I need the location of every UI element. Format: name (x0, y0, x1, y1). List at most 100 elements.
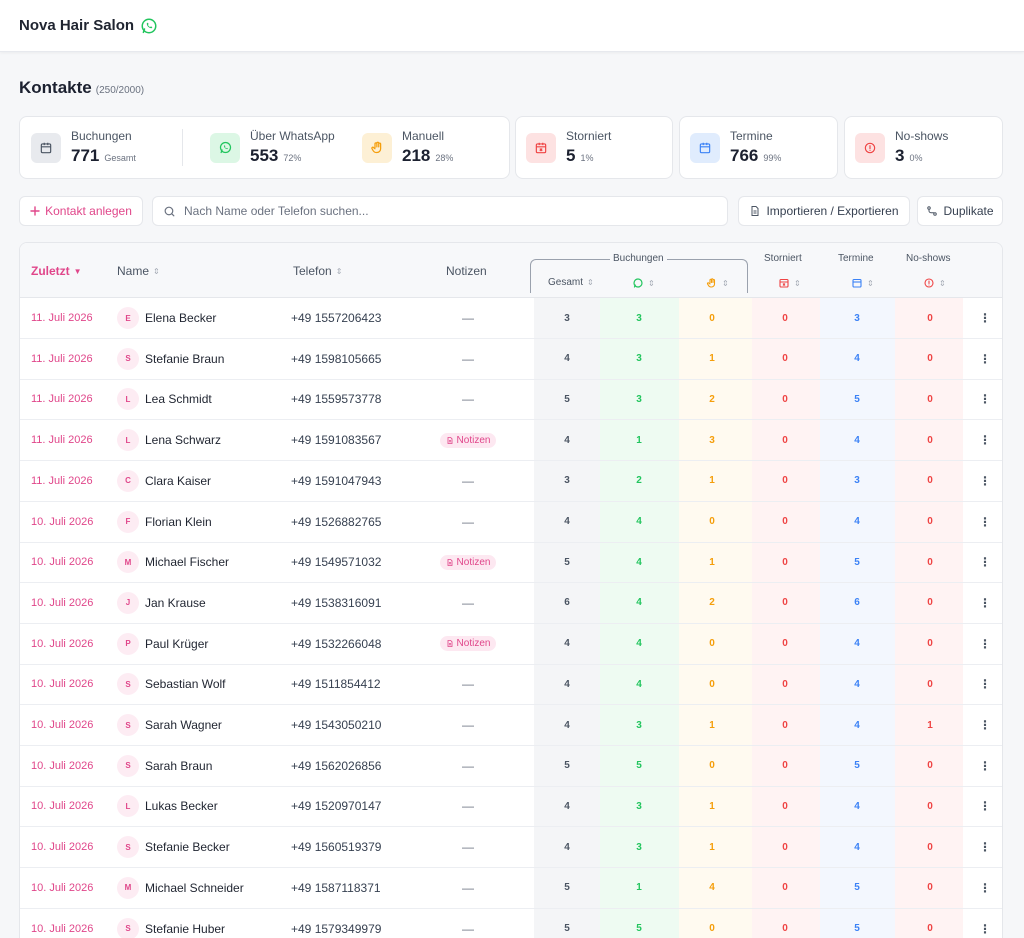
notes-cell: Notizen (420, 420, 516, 460)
avatar: M (117, 551, 139, 574)
contact-name[interactable]: Lea Schmidt (145, 392, 212, 407)
table-row[interactable]: 10. Juli 2026 S Sebastian Wolf +49 15118544… (20, 664, 1002, 706)
contact-name[interactable]: Florian Klein (145, 514, 212, 529)
contact-phone: +49 1557206423 (291, 311, 382, 325)
more-vertical-icon[interactable]: ⋮ (979, 799, 991, 814)
more-vertical-icon[interactable]: ⋮ (979, 595, 991, 610)
contact-name[interactable]: Stefanie Huber (145, 921, 226, 936)
avatar: S (117, 917, 139, 938)
contact-name[interactable]: Elena Becker (145, 311, 217, 325)
add-contact-button[interactable]: Kontakt anlegen (19, 196, 143, 226)
table-row[interactable]: 10. Juli 2026 S Stefanie Huber +49 15793499… (20, 909, 1002, 938)
header-telefon[interactable]: Telefon ⇕ (293, 264, 342, 278)
contact-name[interactable]: Sebastian Wolf (145, 677, 226, 692)
count-gesamt: 3 (564, 475, 570, 487)
table-row[interactable]: 10. Juli 2026 M Michael Schneider +49 15871… (20, 868, 1002, 909)
count-termine: 5 (854, 760, 860, 772)
notes-badge[interactable]: Notizen (439, 554, 497, 570)
table-row[interactable]: 10. Juli 2026 L Lukas Becker +49 1520970147… (20, 786, 1002, 828)
table-row[interactable]: 10. Juli 2026 J Jan Krause +49 1538316091 — 6… (20, 583, 1002, 624)
count-manuell: 0 (709, 312, 715, 324)
avatar: S (117, 673, 139, 696)
more-vertical-icon[interactable]: ⋮ (979, 311, 991, 325)
contact-name[interactable]: Stefanie Braun (145, 351, 225, 366)
more-vertical-icon[interactable]: ⋮ (979, 351, 991, 366)
header-zuletzt[interactable]: Zuletzt ▼ (31, 264, 82, 278)
contact-name[interactable]: Sarah Braun (145, 758, 213, 773)
notes-empty: — (462, 758, 474, 773)
more-vertical-icon[interactable]: ⋮ (979, 921, 991, 936)
header-name[interactable]: Name ⇕ (117, 264, 160, 278)
count-manuell: 1 (709, 353, 715, 365)
header-termine[interactable]: ⇕ (851, 277, 874, 289)
search-box[interactable] (152, 196, 728, 226)
contact-phone: +49 1511854412 (291, 677, 381, 692)
search-input[interactable] (184, 204, 704, 218)
table-row[interactable]: 11. Juli 2026 L Lea Schmidt +49 1559573778 —… (20, 379, 1002, 421)
header-notizen: Notizen (446, 264, 487, 278)
header-noshows[interactable]: ⇕ (923, 277, 946, 289)
more-vertical-icon[interactable]: ⋮ (979, 473, 991, 488)
count-storniert: 0 (782, 516, 788, 527)
contact-phone: +49 1562026856 (291, 758, 382, 773)
table-row[interactable]: 10. Juli 2026 M Michael Fischer +49 1549571… (20, 542, 1002, 584)
contact-name[interactable]: Sarah Wagner (145, 718, 222, 732)
more-vertical-icon[interactable]: ⋮ (979, 840, 991, 855)
table-row[interactable]: 10. Juli 2026 S Sarah Wagner +49 1543050210… (20, 705, 1002, 746)
more-vertical-icon[interactable]: ⋮ (979, 758, 991, 773)
count-whatsapp: 3 (636, 719, 642, 731)
contact-name[interactable]: Michael Schneider (145, 880, 244, 895)
count-whatsapp: 2 (636, 475, 642, 487)
more-vertical-icon[interactable]: ⋮ (979, 718, 991, 732)
contact-name[interactable]: Michael Fischer (145, 555, 230, 570)
count-manuell: 2 (709, 597, 715, 609)
stat-termine: Termine 766 99% (690, 117, 781, 178)
table-row[interactable]: 11. Juli 2026 C Clara Kaiser +49 1591047943… (20, 461, 1002, 502)
header-gesamt[interactable]: Gesamt ⇕ (548, 277, 594, 288)
table-row[interactable]: 10. Juli 2026 P Paul Krüger +49 1532266048 N… (20, 624, 1002, 665)
calendar-x-icon (779, 278, 789, 288)
header-whatsapp[interactable]: ⇕ (632, 277, 655, 289)
noshows-column-bg (895, 298, 963, 938)
header-manuell[interactable]: ⇕ (706, 277, 729, 289)
contact-name[interactable]: Paul Krüger (145, 636, 209, 651)
count-gesamt: 4 (564, 719, 570, 731)
count-storniert: 0 (782, 678, 788, 690)
more-vertical-icon[interactable]: ⋮ (979, 433, 991, 448)
sort-icon: ⇕ (794, 278, 801, 288)
more-vertical-icon[interactable]: ⋮ (979, 677, 991, 692)
more-vertical-icon[interactable]: ⋮ (979, 636, 991, 651)
table-row[interactable]: 11. Juli 2026 E Elena Becker +49 1557206423… (20, 298, 1002, 339)
more-vertical-icon[interactable]: ⋮ (979, 392, 991, 407)
import-export-button[interactable]: Importieren / Exportieren (738, 196, 910, 226)
table-row[interactable]: 11. Juli 2026 L Lena Schwarz +49 1591083567… (20, 420, 1002, 462)
contact-name[interactable]: Clara Kaiser (145, 473, 212, 488)
contact-name[interactable]: Lena Schwarz (145, 433, 222, 448)
table-row[interactable]: 11. Juli 2026 S Stefanie Braun +49 15981056… (20, 339, 1002, 380)
count-noshows: 0 (927, 678, 933, 690)
table-row[interactable]: 10. Juli 2026 S Stefanie Becker +49 1560519… (20, 827, 1002, 869)
contact-name[interactable]: Stefanie Becker (145, 840, 230, 855)
contact-phone: +49 1549571032 (291, 555, 382, 570)
count-gesamt: 4 (564, 353, 570, 365)
count-storniert: 0 (782, 800, 788, 812)
more-vertical-icon[interactable]: ⋮ (979, 555, 991, 570)
header-storniert[interactable]: ⇕ (778, 277, 801, 289)
contact-name[interactable]: Lukas Becker (145, 799, 218, 814)
avatar: S (117, 754, 139, 777)
stat-percent: 0% (909, 153, 923, 163)
count-whatsapp: 4 (636, 678, 642, 690)
more-vertical-icon[interactable]: ⋮ (979, 880, 991, 895)
avatar: L (117, 429, 139, 452)
table-row[interactable]: 10. Juli 2026 S Sarah Braun +49 1562026856 —… (20, 746, 1002, 787)
more-vertical-icon[interactable]: ⋮ (979, 514, 991, 529)
duplicates-button[interactable]: Duplikate (917, 196, 1003, 226)
contact-name[interactable]: Jan Krause (145, 595, 206, 610)
table-row[interactable]: 10. Juli 2026 F Florian Klein +49 152688276… (20, 502, 1002, 543)
page-title: Kontakte (19, 78, 92, 97)
file-icon (447, 558, 452, 566)
notes-empty: — (462, 799, 474, 814)
notes-badge[interactable]: Notizen (439, 432, 497, 448)
notes-badge[interactable]: Notizen (439, 636, 497, 652)
count-whatsapp: 4 (636, 597, 642, 609)
